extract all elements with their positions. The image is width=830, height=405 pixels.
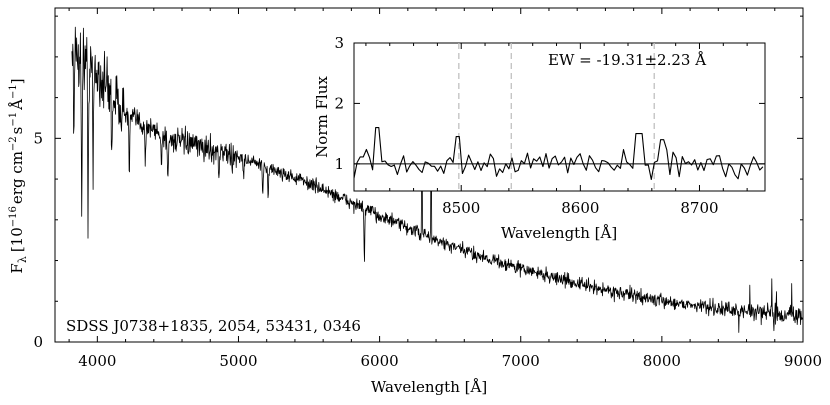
main-y-tick-label: 5 [33, 129, 43, 147]
main-x-tick-label: 4000 [78, 352, 116, 370]
object-annotation: SDSS J0738+1835, 2054, 53431, 0346 [66, 317, 361, 335]
inset-y-tick-label: 2 [334, 94, 344, 112]
inset-x-axis-label: Wavelength [Å] [501, 224, 617, 242]
inset-x-tick-label: 8500 [442, 199, 480, 217]
main-x-tick-label: 5000 [219, 352, 257, 370]
main-plot-frame [54, 7, 804, 343]
main-panel: 4000 5000 6000 7000 8000 9000 05 SDSS J0738+1… [8, 7, 822, 396]
main-spectrum-line [71, 26, 803, 333]
inset-y-tick-label: 3 [334, 34, 344, 52]
main-x-tick-label: 9000 [784, 352, 822, 370]
main-y-ticks: 05 [33, 15, 803, 351]
main-y-tick-label: 0 [33, 333, 43, 351]
inset-x-tick-label: 8700 [680, 199, 718, 217]
main-x-tick-label: 8000 [643, 352, 681, 370]
main-x-tick-label: 6000 [361, 352, 399, 370]
inset-x-tick-label: 8600 [561, 199, 599, 217]
main-x-axis-label: Wavelength [Å] [371, 378, 487, 396]
inset-panel: 8500 8600 8700 1 2 3 EW = -19.31±2.23 Å Wave… [313, 34, 766, 242]
inset-spectrum-line [353, 127, 764, 181]
inset-x-ticks: 8500 8600 8700 [365, 43, 748, 217]
main-x-ticks: 4000 5000 6000 7000 8000 9000 [68, 8, 822, 370]
inset-y-axis-label: Norm Flux [313, 76, 331, 158]
main-y-axis-label: Fλ[10−16erg cm−2s−1Å−1] [8, 78, 29, 273]
inset-y-ticks: 1 2 3 [334, 34, 765, 173]
main-x-tick-label: 7000 [502, 352, 540, 370]
inset-y-tick-label: 1 [334, 155, 344, 173]
equivalent-width-annotation: EW = -19.31±2.23 Å [548, 51, 706, 69]
